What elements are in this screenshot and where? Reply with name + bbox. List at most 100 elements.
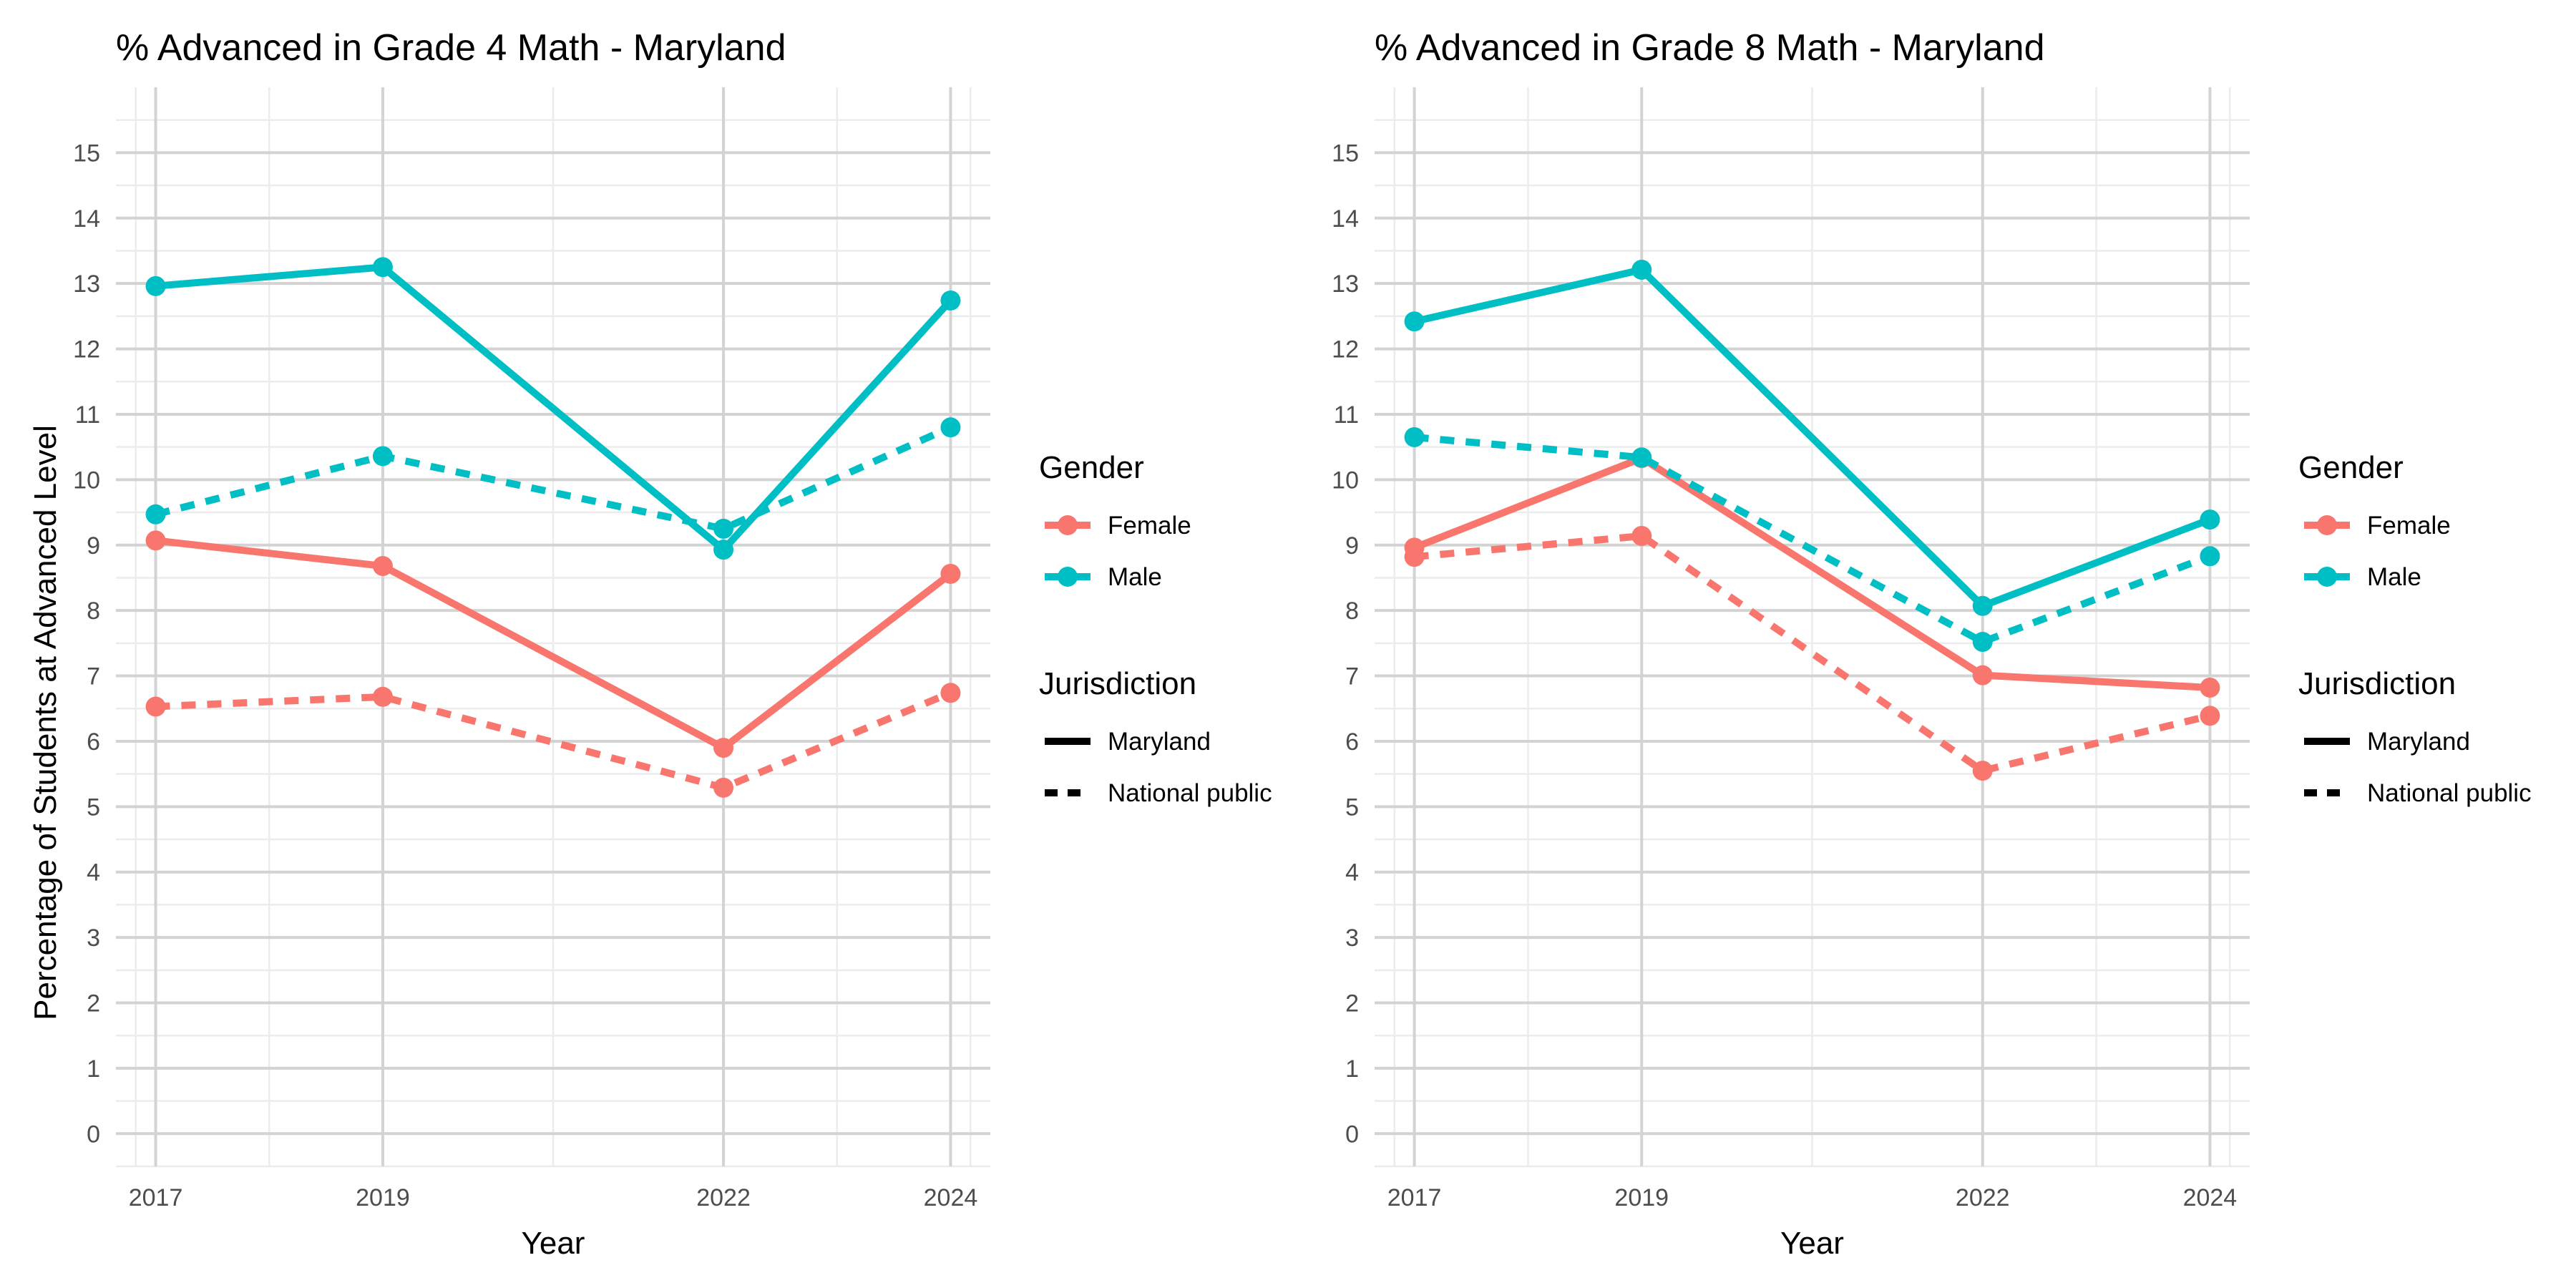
data-point: [145, 504, 166, 525]
y-tick-label: 4: [87, 859, 100, 887]
legend-label-national-public: National public: [1108, 779, 1272, 807]
data-point: [940, 417, 961, 438]
y-tick-label: 11: [75, 401, 100, 429]
data-point: [940, 683, 961, 703]
y-tick-label: 1: [1345, 1055, 1359, 1083]
y-tick-label: 8: [1345, 597, 1359, 625]
data-point: [372, 556, 393, 577]
data-point: [1972, 761, 1993, 781]
series-female-national-public: [145, 683, 961, 798]
x-tick-label: 2022: [696, 1184, 751, 1211]
series-female-maryland: [145, 530, 961, 758]
data-point: [713, 540, 734, 560]
legend-title-jurisdiction: Jurisdiction: [1039, 666, 1196, 701]
y-tick-label: 3: [1345, 924, 1359, 952]
series-line: [155, 424, 952, 532]
x-tick-label: 2022: [1956, 1184, 2010, 1211]
y-tick-label: 10: [1332, 467, 1359, 494]
data-point: [713, 777, 734, 798]
data-point: [2200, 677, 2220, 698]
series-line: [1414, 434, 2212, 645]
x-axis-title: Year: [522, 1226, 585, 1261]
legend-title-jurisdiction: Jurisdiction: [2298, 666, 2456, 701]
legend-key-female-point: [1058, 515, 1078, 535]
y-tick-label: 12: [1332, 336, 1359, 364]
series-male-national-public: [145, 417, 961, 539]
data-point: [2200, 546, 2220, 567]
series-line: [155, 537, 953, 752]
y-tick-label: 2: [87, 990, 100, 1018]
data-point: [372, 686, 393, 707]
panel-grade4: % Advanced in Grade 4 Math - Maryland012…: [73, 27, 1272, 1261]
y-tick-label: 9: [87, 532, 100, 560]
y-tick-label: 15: [1332, 140, 1359, 167]
x-tick-label: 2017: [129, 1184, 183, 1211]
data-point: [713, 518, 734, 539]
x-axis-title: Year: [1780, 1226, 1844, 1261]
legend: Gender Female Male Jurisdiction Maryland Nati…: [1039, 450, 1272, 807]
legend-key-male-point: [2317, 567, 2337, 587]
y-tick-label: 11: [1334, 401, 1359, 429]
data-point: [1404, 426, 1425, 447]
data-point: [1404, 311, 1425, 332]
legend-label-national-public: National public: [2367, 779, 2532, 807]
series-line: [1413, 266, 2212, 610]
x-tick-label: 2017: [1387, 1184, 1442, 1211]
series-male-maryland: [145, 257, 961, 560]
y-tick-label: 6: [1345, 728, 1359, 756]
gridlines: [116, 87, 990, 1168]
series-line: [1414, 532, 2211, 775]
legend-title-gender: Gender: [1039, 450, 1144, 485]
legend-key-female-point: [2317, 515, 2337, 535]
data-point: [2200, 509, 2220, 530]
y-tick-label: 13: [73, 270, 100, 298]
legend-label-female: Female: [2367, 512, 2451, 540]
data-point: [940, 290, 961, 311]
y-tick-label: 14: [73, 205, 100, 233]
x-tick-label: 2019: [356, 1184, 410, 1211]
data-point: [1972, 665, 1993, 686]
y-tick-label: 7: [1345, 663, 1359, 691]
legend-label-female: Female: [1108, 512, 1191, 540]
data-point: [1631, 447, 1652, 468]
series-male-maryland: [1404, 259, 2220, 616]
legend-label-maryland: Maryland: [2367, 728, 2470, 756]
series-line: [1413, 454, 2210, 691]
gridlines: [1375, 87, 2250, 1168]
series-female-national-public: [1404, 525, 2220, 781]
y-tick-label: 8: [87, 597, 100, 625]
y-tick-label: 5: [1345, 794, 1359, 821]
data-point: [1972, 595, 1993, 616]
data-point: [1404, 547, 1425, 567]
data-point: [713, 738, 734, 758]
x-tick-label: 2024: [2183, 1184, 2238, 1211]
data-point: [145, 696, 166, 717]
legend-key-male-point: [1058, 567, 1078, 587]
legend-label-male: Male: [1108, 563, 1162, 591]
y-tick-label: 10: [73, 467, 100, 494]
data-point: [940, 563, 961, 584]
y-tick-label: 6: [87, 728, 100, 756]
y-tick-label: 3: [87, 924, 100, 952]
legend-label-maryland: Maryland: [1108, 728, 1211, 756]
y-tick-label: 14: [1332, 205, 1359, 233]
y-tick-label: 9: [1345, 532, 1359, 560]
data-point: [1631, 259, 1652, 280]
y-tick-label: 0: [87, 1121, 100, 1148]
data-point: [2200, 706, 2220, 726]
chart-title: % Advanced in Grade 8 Math - Maryland: [1375, 27, 2044, 69]
legend-title-gender: Gender: [2298, 450, 2404, 485]
panel-grade8: % Advanced in Grade 8 Math - Maryland012…: [1332, 27, 2531, 1261]
data-point: [372, 446, 393, 467]
y-tick-label: 13: [1332, 270, 1359, 298]
series-line: [155, 689, 952, 791]
y-tick-label: 1: [87, 1055, 100, 1083]
x-tick-label: 2024: [924, 1184, 978, 1211]
y-tick-label: 2: [1345, 990, 1359, 1018]
y-tick-label: 15: [73, 140, 100, 167]
y-tick-label: 4: [1345, 859, 1359, 887]
data-point: [145, 530, 166, 551]
y-tick-label: 0: [1345, 1121, 1359, 1148]
data-point: [1631, 525, 1652, 546]
